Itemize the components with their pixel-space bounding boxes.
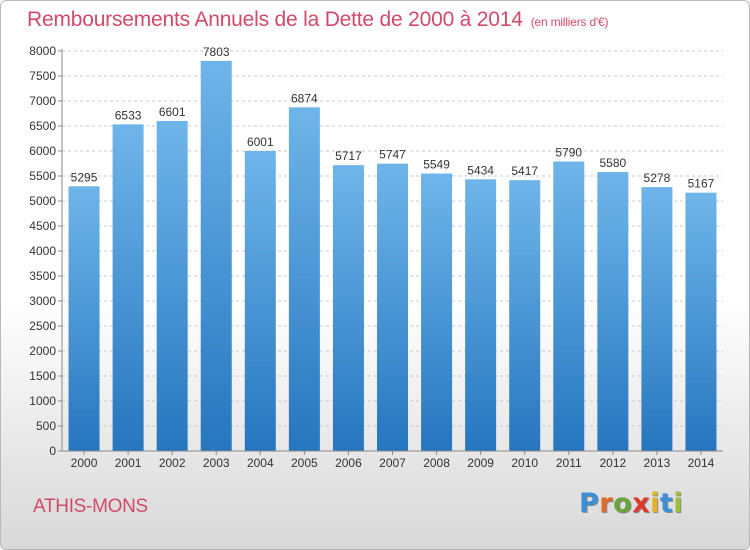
x-tick-label: 2000 xyxy=(71,456,98,470)
y-tick-label: 5500 xyxy=(29,169,56,183)
axes: 0 500 1000 1500 2000 2500 3000 3500 4000 4500 5000… xyxy=(29,44,723,470)
y-tick-label: 2500 xyxy=(29,319,56,333)
data-label: 6001 xyxy=(247,135,274,149)
x-tick-label: 2008 xyxy=(423,456,450,470)
proxiti-logo: Proxiti xyxy=(579,488,683,519)
y-tick-label: 1500 xyxy=(29,369,56,383)
logo-letter: i xyxy=(650,488,660,519)
data-label: 5434 xyxy=(467,163,494,177)
bar-2001 xyxy=(112,124,144,451)
bar-2004 xyxy=(244,150,276,451)
x-tick-label: 2012 xyxy=(599,456,626,470)
data-label: 5790 xyxy=(555,146,582,160)
bar-2007 xyxy=(377,163,408,451)
x-tick-label: 2011 xyxy=(556,456,582,470)
y-tick-label: 1000 xyxy=(29,394,56,408)
y-tick-label: 7000 xyxy=(29,94,56,108)
data-label: 6533 xyxy=(115,108,142,122)
x-tick-label: 2003 xyxy=(203,456,230,470)
chart-unit-label: (en milliers d'€) xyxy=(530,15,609,29)
logo-letter: t xyxy=(659,488,674,519)
data-label: 5167 xyxy=(688,177,715,191)
bar-2006 xyxy=(332,165,364,451)
x-tick-label: 2006 xyxy=(335,456,362,470)
data-label: 5549 xyxy=(423,158,450,172)
bar-2000 xyxy=(68,186,100,451)
bar-2009 xyxy=(465,179,497,452)
data-label: 5417 xyxy=(511,164,538,178)
data-label: 5747 xyxy=(379,148,406,162)
y-tick-label: 6000 xyxy=(29,144,56,158)
bar-2013 xyxy=(641,187,673,451)
chart-title-text: Remboursements Annuels de la Dette de 20… xyxy=(27,8,523,31)
y-tick-label: 6500 xyxy=(29,119,56,133)
commune-name: ATHIS-MONS xyxy=(33,496,148,517)
data-label: 5717 xyxy=(335,149,362,163)
logo-letter: x xyxy=(632,488,651,519)
x-tick-label: 2002 xyxy=(159,456,186,470)
bar-2014 xyxy=(685,192,717,451)
bar-2011 xyxy=(553,161,585,451)
x-tick-label: 2014 xyxy=(688,456,715,470)
logo-letter: i xyxy=(673,488,684,519)
data-label: 5278 xyxy=(644,171,671,185)
y-tick-label: 500 xyxy=(36,419,56,433)
x-tick-label: 2001 xyxy=(115,456,142,470)
bar-2012 xyxy=(597,172,629,451)
bars xyxy=(68,60,717,452)
data-labels: 5295 6533 6601 7803 6001 6874 5717 5747 5549 5434… xyxy=(71,45,715,191)
bar-2008 xyxy=(421,173,453,452)
bar-2010 xyxy=(509,180,541,451)
logo-letter: o xyxy=(613,488,633,519)
x-tick-label: 2005 xyxy=(291,456,318,470)
data-label: 6601 xyxy=(159,105,186,119)
data-label: 6874 xyxy=(291,91,318,105)
logo-letter: P xyxy=(579,488,600,519)
y-tick-label: 3000 xyxy=(29,294,56,308)
bar-2005 xyxy=(288,107,320,452)
y-tick-label: 7500 xyxy=(29,69,56,83)
x-tick-label: 2007 xyxy=(379,456,406,470)
logo-letter: r xyxy=(599,488,614,519)
data-label: 7803 xyxy=(203,45,230,59)
y-tick-label: 4000 xyxy=(29,244,56,258)
data-label: 5580 xyxy=(599,156,626,170)
y-tick-label: 2000 xyxy=(29,344,56,358)
x-tick-label: 2013 xyxy=(644,456,671,470)
data-label: 5295 xyxy=(71,170,98,184)
y-tick-label: 3500 xyxy=(29,269,56,283)
bar-2003 xyxy=(200,60,232,451)
y-tick-label: 8000 xyxy=(29,44,56,58)
x-tick-label: 2004 xyxy=(247,456,274,470)
x-tick-label: 2009 xyxy=(467,456,494,470)
y-tick-label: 0 xyxy=(49,444,56,458)
bar-2002 xyxy=(156,120,188,451)
y-tick-label: 5000 xyxy=(29,194,56,208)
x-tick-label: 2010 xyxy=(511,456,538,470)
y-tick-label: 4500 xyxy=(29,219,56,233)
chart-title: Remboursements Annuels de la Dette de 20… xyxy=(27,8,608,32)
